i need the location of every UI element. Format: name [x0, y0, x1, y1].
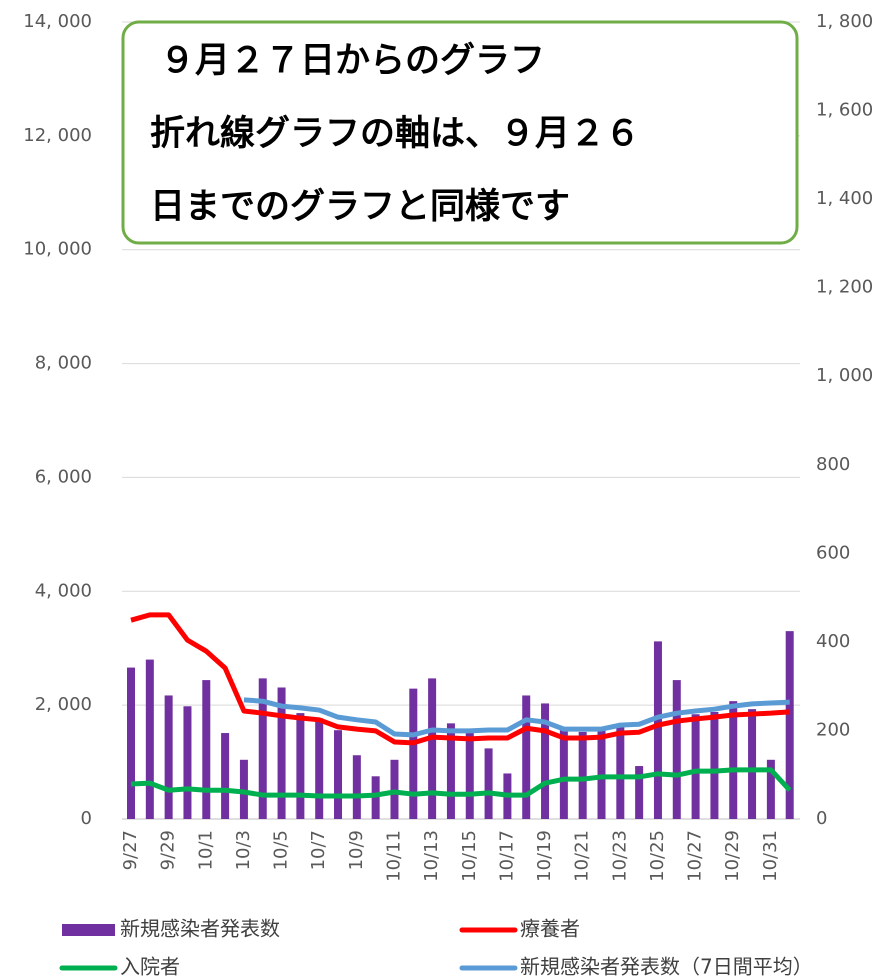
annotation-box	[121, 20, 799, 245]
bar	[465, 730, 474, 819]
x-tick-label: 9/29	[158, 830, 179, 870]
bar	[729, 701, 738, 819]
y2-tick-label: 0	[816, 808, 827, 829]
bar	[691, 714, 700, 819]
annotation: 折れ線グラフの軸は、９月２６	[150, 114, 640, 154]
bar	[352, 755, 361, 819]
bar	[428, 678, 437, 819]
bar	[371, 776, 380, 819]
y2-tick-label: 1, 200	[816, 277, 873, 298]
y2-tick-label: 1, 400	[816, 188, 873, 209]
y-tick-label: 12, 000	[23, 125, 92, 146]
x-tick-label: 10/19	[534, 830, 555, 882]
line	[243, 697, 790, 738]
x-tick-label: 10/1	[195, 830, 216, 870]
x-tick-label: 10/3	[233, 830, 254, 870]
bar	[145, 659, 154, 819]
bar	[748, 709, 757, 819]
legend-label: 新規感染者発表数	[120, 917, 280, 941]
bar	[390, 759, 399, 819]
bar	[183, 706, 192, 819]
y-tick-label: 6, 000	[35, 466, 92, 487]
legend-label: 新規感染者発表数（7日間平均）	[520, 955, 813, 979]
x-tick-label: 10/13	[421, 830, 442, 882]
bar	[616, 725, 625, 819]
x-tick-label: 10/31	[760, 830, 781, 882]
bar	[672, 680, 681, 819]
bar	[164, 695, 173, 819]
bar	[202, 680, 211, 819]
y2-tick-label: 800	[816, 454, 850, 475]
bar	[522, 695, 531, 819]
line	[130, 612, 790, 746]
bar	[541, 703, 550, 819]
y-tick-label: 4, 000	[35, 580, 92, 601]
bar	[446, 723, 455, 819]
y-tick-label: 14, 000	[23, 11, 92, 32]
bar	[334, 730, 343, 819]
bar	[710, 711, 719, 819]
bar	[578, 731, 587, 819]
y2-tick-label: 1, 800	[816, 11, 873, 32]
bar	[766, 759, 775, 819]
y2-tick-label: 1, 000	[816, 365, 873, 386]
y-tick-label: 10, 000	[23, 239, 92, 260]
bar	[785, 631, 794, 819]
legend-swatch	[62, 924, 115, 936]
bar	[315, 718, 324, 819]
x-tick-label: 10/7	[308, 830, 329, 870]
x-tick-label: 10/11	[383, 830, 404, 882]
x-tick-label: 10/27	[685, 830, 706, 882]
annotation: ９月２７日からのグラフ	[160, 41, 545, 81]
bar	[127, 667, 135, 819]
y2-tick-label: 1, 600	[816, 100, 873, 121]
x-tick-label: 9/27	[120, 830, 141, 870]
bar	[635, 766, 644, 819]
x-tick-label: 10/17	[496, 830, 517, 882]
bar	[653, 641, 662, 819]
bar	[221, 733, 230, 819]
x-tick-label: 10/25	[647, 830, 668, 882]
legend-label: 入院者	[120, 955, 180, 979]
bar	[239, 759, 248, 819]
y2-tick-label: 600	[816, 542, 850, 563]
bar	[409, 688, 418, 819]
y-tick-label: 8, 000	[35, 353, 92, 374]
y2-tick-label: 200	[816, 719, 850, 740]
line	[130, 767, 792, 799]
x-tick-label: 10/29	[722, 830, 743, 882]
x-tick-label: 10/9	[346, 830, 367, 870]
y-tick-label: 2, 000	[35, 694, 92, 715]
x-tick-label: 10/21	[572, 830, 593, 882]
x-tick-label: 10/15	[459, 830, 480, 882]
bar	[277, 687, 286, 819]
x-tick-label: 10/5	[271, 830, 292, 870]
bar	[296, 713, 305, 819]
bar	[559, 730, 568, 819]
bar	[484, 748, 493, 819]
x-tick-label: 10/23	[609, 830, 630, 882]
bar	[258, 678, 267, 819]
y-tick-label: 0	[81, 808, 92, 829]
annotation: 日までのグラフと同様です	[150, 187, 570, 227]
y2-tick-label: 400	[816, 631, 850, 652]
legend-label: 療養者	[520, 917, 580, 941]
